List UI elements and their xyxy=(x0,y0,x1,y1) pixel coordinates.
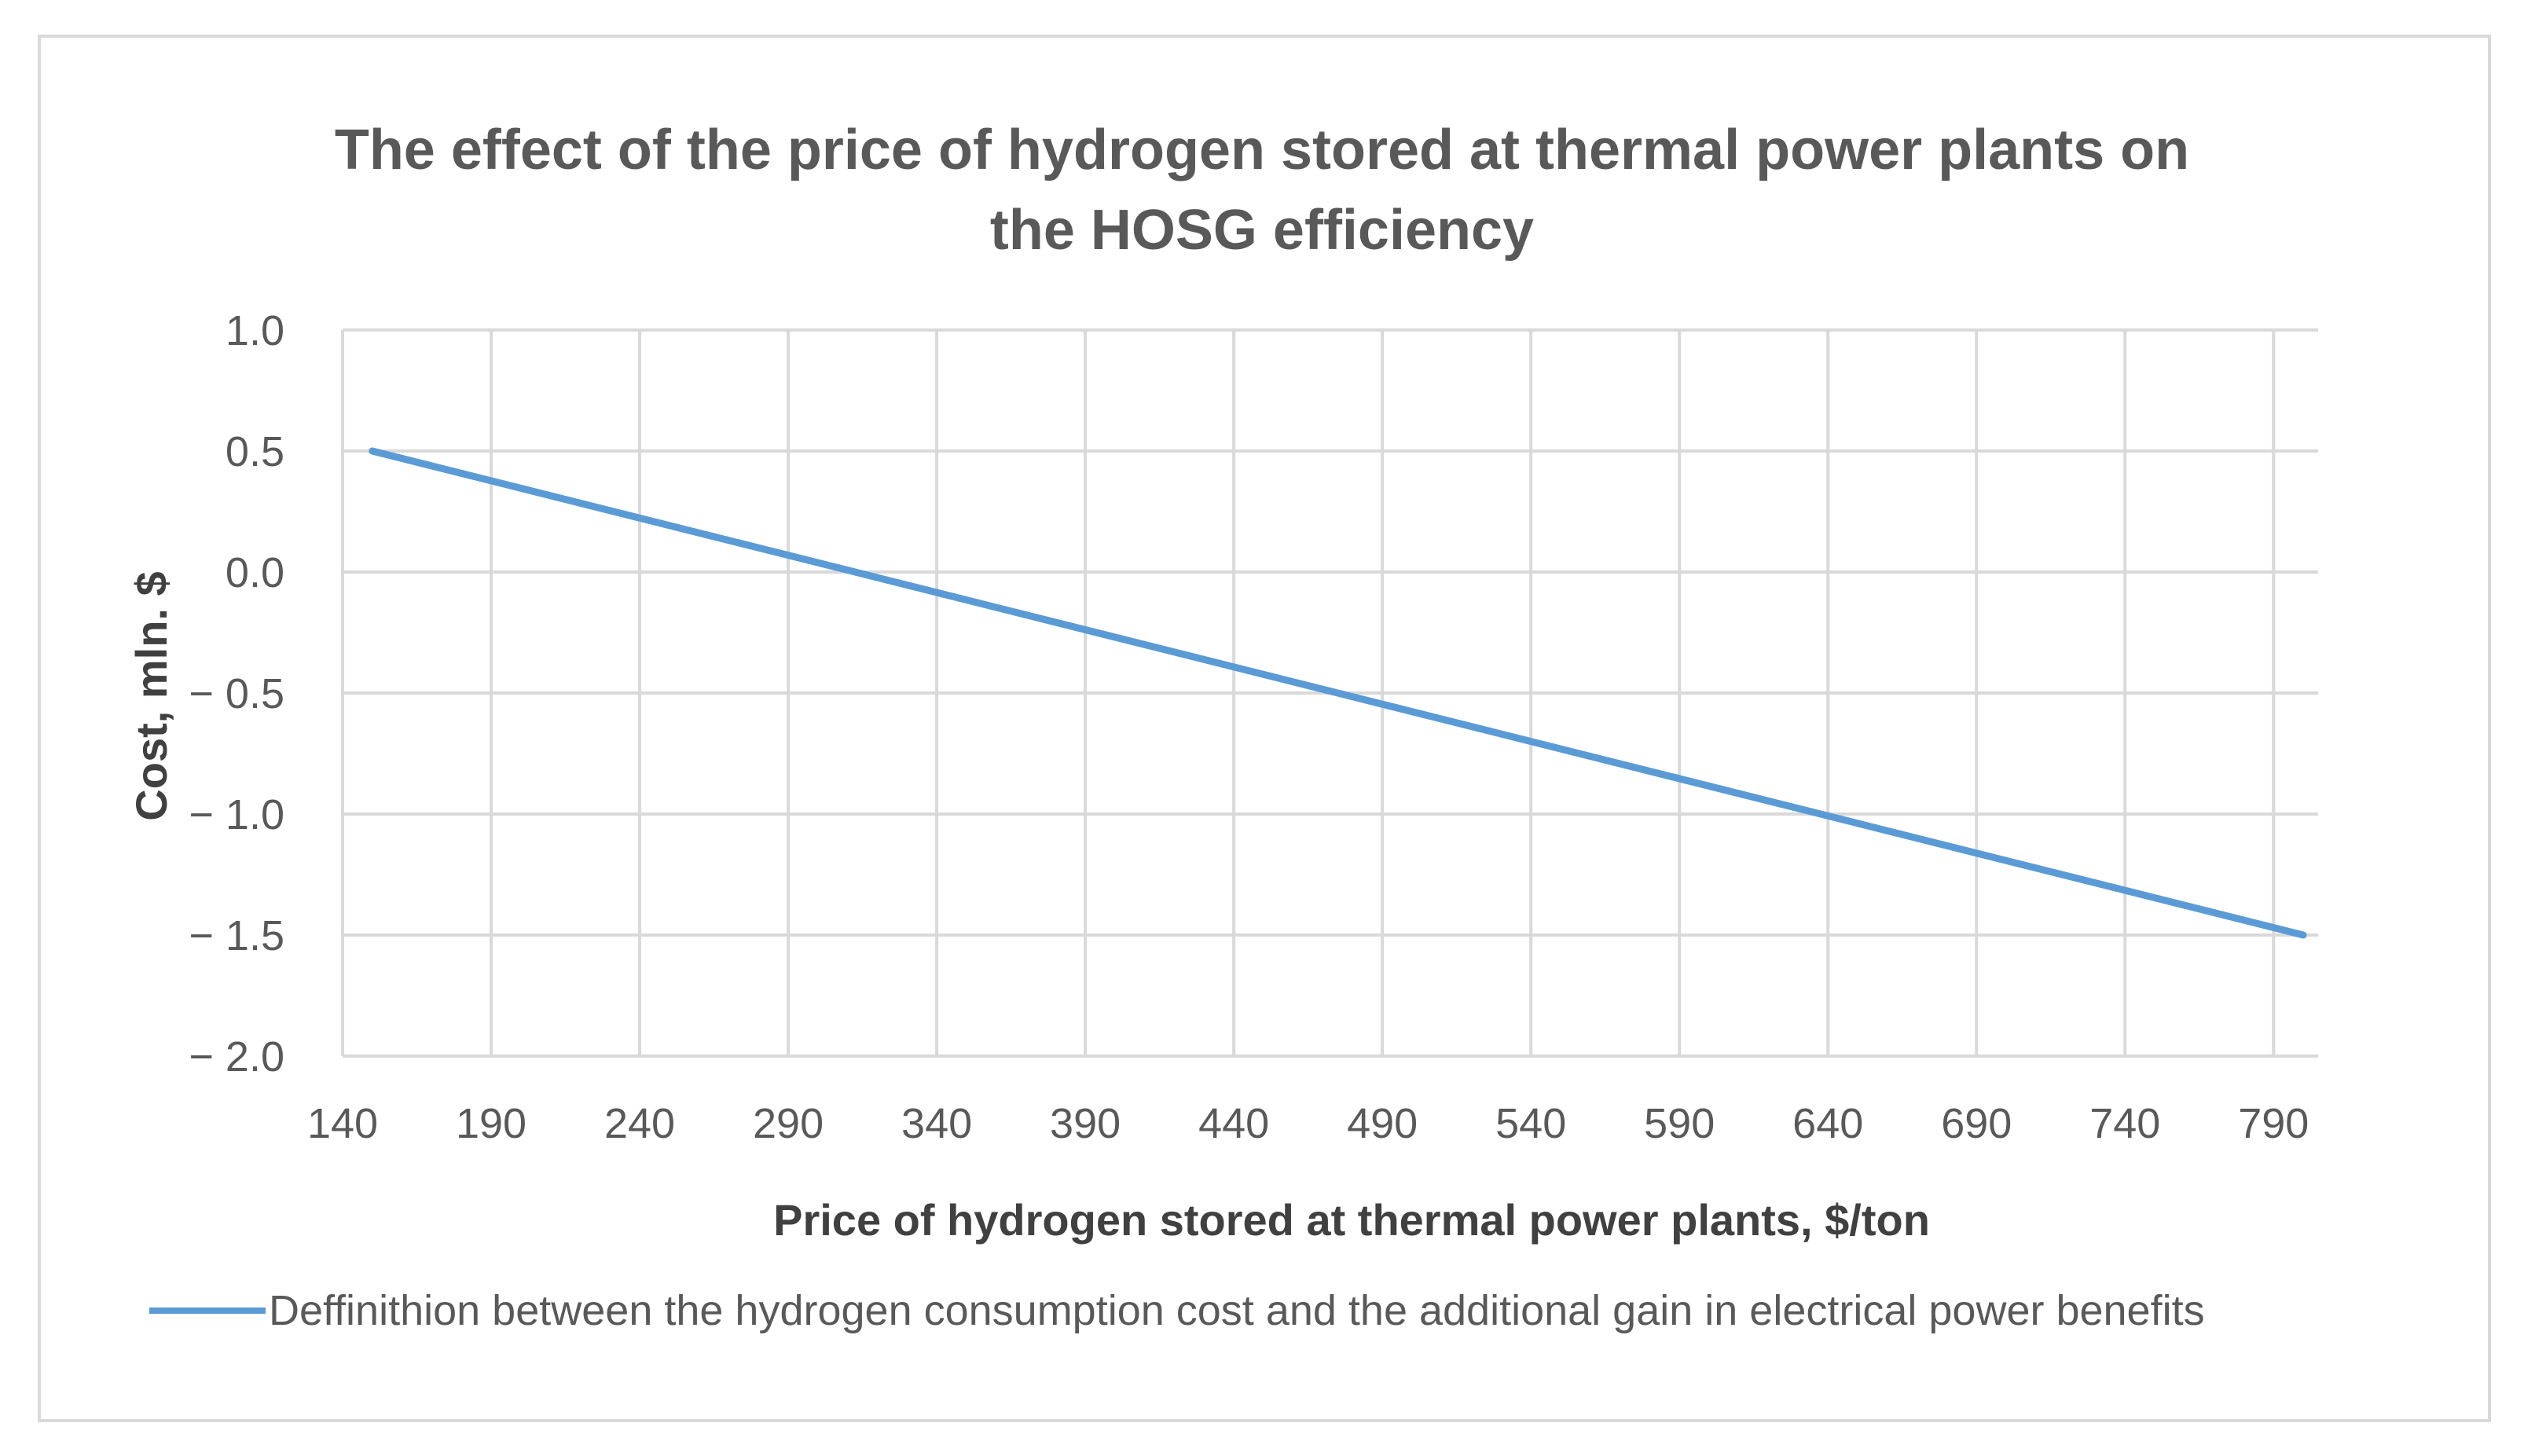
y-axis-label: Cost, mln. $ xyxy=(127,571,176,820)
series-line xyxy=(369,447,2307,939)
chart-title-line-2: the HOSG efficiency xyxy=(989,199,1535,262)
x-tick-label: 540 xyxy=(1495,1100,1566,1147)
x-tick-label: 590 xyxy=(1644,1100,1715,1147)
x-tick-label: 290 xyxy=(753,1100,824,1147)
x-tick-label: 390 xyxy=(1050,1100,1121,1147)
y-tick-label: 0.0 xyxy=(226,549,284,596)
x-tick-label: 140 xyxy=(307,1100,378,1147)
legend-entry: Deffinithion between the hydrogen consum… xyxy=(269,1287,2205,1334)
x-tick-label: 340 xyxy=(901,1100,972,1147)
y-tick-label: − 2.0 xyxy=(189,1033,284,1080)
x-tick-label: 790 xyxy=(2238,1100,2309,1147)
legend-swatch xyxy=(149,1307,266,1314)
x-tick-label: 740 xyxy=(2089,1100,2160,1147)
x-tick-label: 690 xyxy=(1941,1100,2012,1147)
y-tick-label: − 1.5 xyxy=(189,912,284,959)
y-tick-label: − 1.0 xyxy=(189,791,284,838)
y-tick-label: 0.5 xyxy=(226,428,284,475)
chart-title: The effect of the price of hydrogen stor… xyxy=(0,110,2524,270)
x-tick-label: 640 xyxy=(1792,1100,1863,1147)
chart-title-line-1: The effect of the price of hydrogen stor… xyxy=(334,119,2190,182)
x-axis-label: Price of hydrogen stored at thermal powe… xyxy=(773,1195,1930,1245)
legend: Deffinithion between the hydrogen consum… xyxy=(149,1279,2205,1342)
y-tick-label: − 0.5 xyxy=(189,670,284,717)
y-tick-label: 1.0 xyxy=(226,307,284,354)
chart-frame xyxy=(38,35,2491,1422)
x-tick-label: 440 xyxy=(1198,1100,1269,1147)
x-tick-label: 190 xyxy=(456,1100,526,1147)
x-tick-label: 490 xyxy=(1347,1100,1418,1147)
x-tick-label: 240 xyxy=(604,1100,675,1147)
